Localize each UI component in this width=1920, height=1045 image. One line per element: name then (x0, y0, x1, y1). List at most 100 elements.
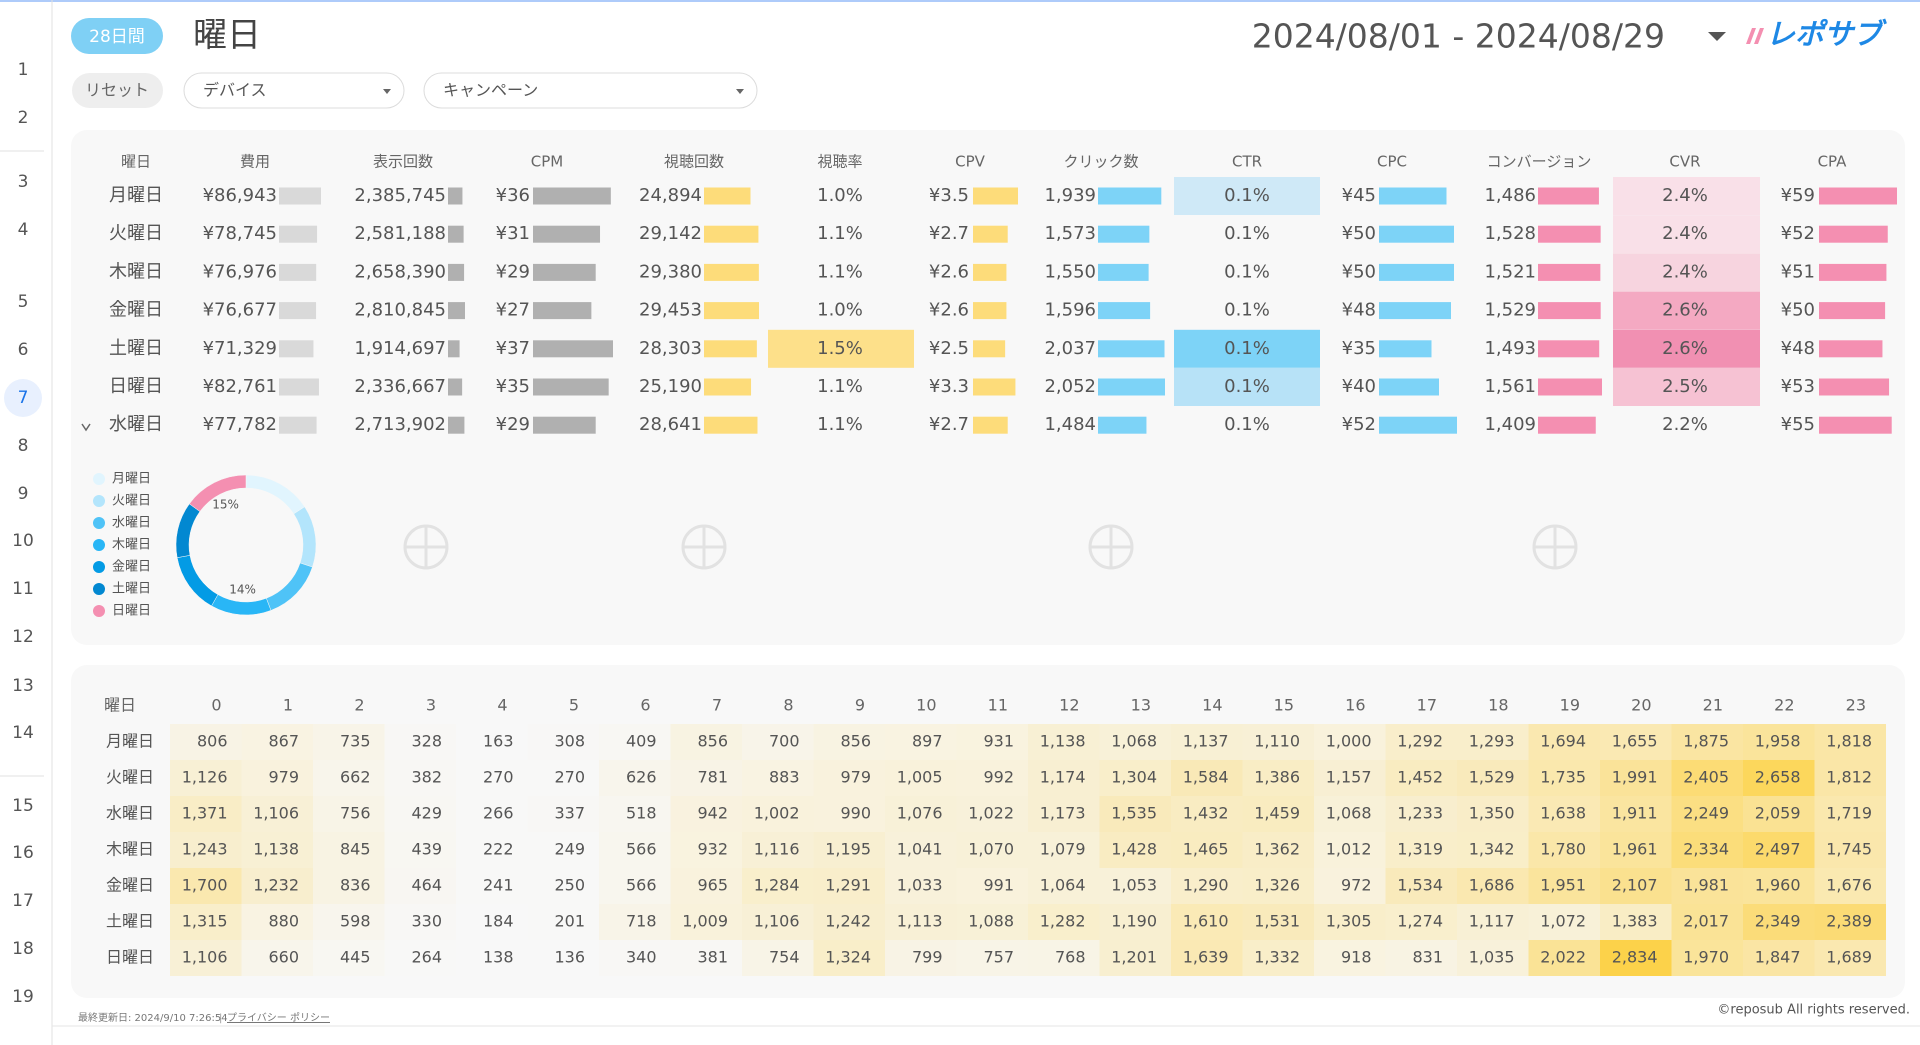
row-number[interactable]: 12 (12, 627, 34, 647)
date-dropdown-arrow[interactable] (1708, 32, 1726, 41)
column-header[interactable]: 12 (1059, 696, 1079, 715)
column-header[interactable]: 11 (988, 696, 1008, 715)
column-header[interactable]: CPA (1818, 153, 1848, 171)
cell-bar (533, 378, 609, 396)
cell-bar (533, 263, 596, 281)
row-number[interactable]: 10 (12, 531, 34, 551)
row-number[interactable]: 16 (12, 843, 34, 863)
heat-cell (1528, 760, 1600, 796)
cell-value: 1,332 (1254, 948, 1300, 967)
column-header[interactable]: CVR (1669, 153, 1700, 171)
row-number[interactable]: 14 (12, 723, 34, 743)
column-header[interactable]: 19 (1560, 696, 1580, 715)
cell-bar (704, 187, 751, 205)
row-number[interactable]: 7 (18, 388, 29, 408)
legend-swatch[interactable] (93, 561, 105, 573)
cell-bar (279, 302, 317, 320)
column-header[interactable]: 16 (1345, 696, 1365, 715)
column-header[interactable]: 3 (426, 696, 436, 715)
column-header[interactable]: 4 (497, 696, 507, 715)
cell-value: 1,232 (253, 876, 299, 895)
row-number[interactable]: 13 (12, 676, 34, 696)
row-number[interactable]: 8 (18, 436, 29, 456)
column-header[interactable]: 8 (783, 696, 793, 715)
legend-label[interactable]: 日曜日 (112, 604, 151, 619)
cell-value: 2.6% (1662, 338, 1708, 359)
row-number[interactable]: 6 (18, 340, 29, 360)
donut-slice[interactable] (189, 474, 247, 512)
heat-cell (885, 904, 957, 940)
row-number[interactable]: 4 (18, 220, 29, 240)
column-header[interactable]: CPC (1377, 153, 1407, 171)
legend-label[interactable]: 水曜日 (112, 516, 151, 531)
column-header[interactable]: 13 (1131, 696, 1151, 715)
column-header[interactable]: 22 (1774, 696, 1794, 715)
column-header[interactable]: CPM (531, 153, 563, 171)
column-header[interactable]: 視聴率 (817, 153, 862, 171)
cell-value: 184 (483, 912, 514, 931)
legend-label[interactable]: 木曜日 (112, 538, 151, 553)
row-number[interactable]: 18 (12, 939, 34, 959)
cell-value: 136 (554, 948, 585, 967)
legend-label[interactable]: 金曜日 (112, 560, 151, 575)
cell-value: 1,291 (825, 876, 871, 895)
legend-swatch[interactable] (93, 605, 105, 617)
legend-label[interactable]: 土曜日 (112, 582, 151, 597)
legend-swatch[interactable] (93, 473, 105, 485)
column-header[interactable]: 21 (1703, 696, 1723, 715)
cell-value: 1,383 (1612, 912, 1658, 931)
column-header[interactable]: 0 (211, 696, 221, 715)
column-header[interactable]: 9 (855, 696, 865, 715)
column-header[interactable]: CPV (955, 153, 986, 171)
column-header[interactable]: 10 (916, 696, 936, 715)
legend-label[interactable]: 火曜日 (112, 494, 151, 509)
period-badge[interactable] (71, 18, 163, 54)
column-header[interactable]: 15 (1274, 696, 1294, 715)
legend-swatch[interactable] (93, 517, 105, 529)
cell-value: 1,282 (1040, 912, 1086, 931)
column-header[interactable]: 7 (712, 696, 722, 715)
column-header[interactable]: CTR (1232, 153, 1262, 171)
column-header[interactable]: 費用 (240, 153, 270, 171)
legend-swatch[interactable] (93, 539, 105, 551)
privacy-link[interactable]: プライバシー ポリシー (227, 1012, 330, 1024)
column-header[interactable]: クリック数 (1063, 153, 1138, 171)
cell-value: 932 (697, 840, 728, 859)
heat-cell (1528, 868, 1600, 904)
column-header[interactable]: 6 (640, 696, 650, 715)
legend-swatch[interactable] (93, 495, 105, 507)
column-header[interactable]: 23 (1846, 696, 1866, 715)
legend-label[interactable]: 月曜日 (112, 472, 151, 487)
cell-value: ¥40 (1342, 376, 1376, 397)
row-number[interactable]: 17 (12, 891, 34, 911)
column-header[interactable]: 18 (1488, 696, 1508, 715)
row-number[interactable]: 5 (18, 292, 29, 312)
row-number[interactable]: 1 (18, 60, 29, 80)
legend-swatch[interactable] (93, 583, 105, 595)
heat-cell (885, 796, 957, 832)
campaign-dropdown[interactable] (423, 72, 758, 109)
cell-bar (973, 263, 1007, 281)
row-number[interactable]: 19 (12, 987, 34, 1007)
device-dropdown[interactable] (183, 72, 405, 109)
column-header[interactable]: 5 (569, 696, 579, 715)
column-header[interactable]: コンバージョン (1487, 153, 1592, 171)
row-number[interactable]: 11 (12, 579, 34, 599)
cell-value: 382 (411, 768, 442, 787)
column-header[interactable]: 表示回数 (373, 153, 433, 171)
column-header[interactable]: 2 (354, 696, 364, 715)
row-number[interactable]: 9 (18, 484, 29, 504)
column-header[interactable]: 1 (283, 696, 293, 715)
date-range[interactable]: 2024/08/01 - 2024/08/29 (1252, 17, 1665, 56)
column-header[interactable]: 14 (1202, 696, 1222, 715)
last-updated: 最終更新日: 2024/9/10 7:26:54 (78, 1011, 228, 1024)
reset-button[interactable] (72, 73, 163, 108)
sort-chevron[interactable] (81, 423, 91, 432)
column-header[interactable]: 曜日 (121, 153, 151, 171)
row-number[interactable]: 15 (12, 796, 34, 816)
column-header[interactable]: 視聴回数 (664, 153, 724, 171)
row-number[interactable]: 2 (18, 108, 29, 128)
column-header[interactable]: 20 (1631, 696, 1651, 715)
row-number[interactable]: 3 (18, 172, 29, 192)
column-header[interactable]: 17 (1417, 696, 1437, 715)
